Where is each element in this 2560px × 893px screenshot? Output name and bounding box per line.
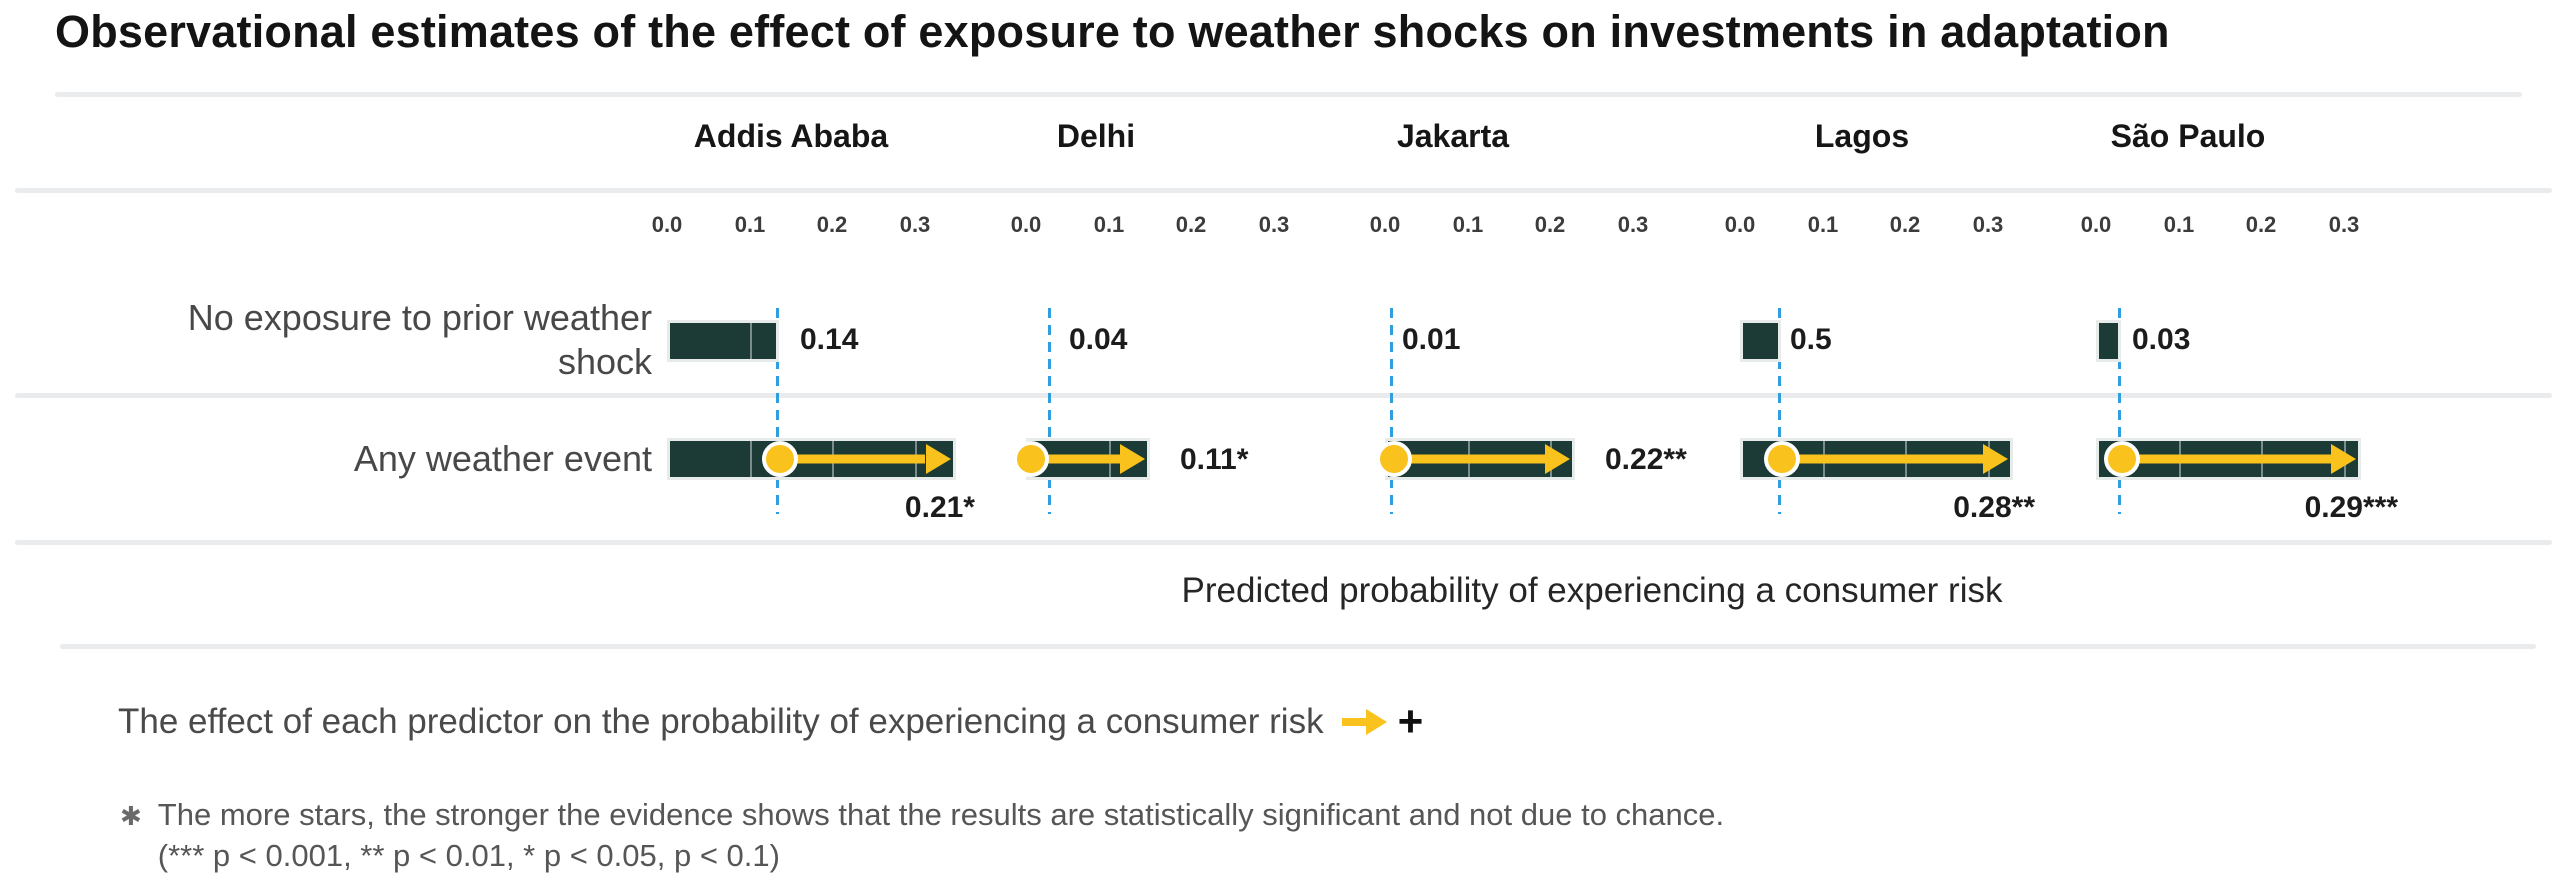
bar-any-weather-lagos bbox=[1740, 438, 2013, 480]
baseline-dot-icon bbox=[1376, 441, 1412, 477]
row-label-no-exposure-line1: No exposure to prior weather bbox=[187, 297, 652, 338]
bar-no-exposure-addis bbox=[667, 320, 779, 362]
x-tick: 0.1 bbox=[1093, 212, 1125, 237]
footnote-text: The more stars, the stronger the evidenc… bbox=[158, 794, 1724, 876]
x-tick: 0.1 bbox=[1807, 212, 1839, 237]
x-tick: 0.3 bbox=[1617, 212, 1649, 237]
x-tick: 0.0 bbox=[1010, 212, 1042, 237]
bar-gridline bbox=[750, 441, 752, 477]
x-tick: 0.3 bbox=[1972, 212, 2004, 237]
bar-no-exposure-lagos bbox=[1740, 320, 1781, 362]
bar-gridline bbox=[750, 323, 752, 359]
column-header-jakarta: Jakarta bbox=[1396, 118, 1510, 154]
footnote-line1: The more stars, the stronger the evidenc… bbox=[157, 797, 1725, 832]
effect-arrow-head-icon bbox=[926, 444, 951, 474]
row-label-no-exposure: No exposure to prior weather shock bbox=[100, 296, 652, 384]
row-label-any-weather-event: Any weather event bbox=[353, 438, 652, 479]
value-no-exposure-addis: 0.14 bbox=[800, 323, 859, 356]
effect-arrow-shaft bbox=[1031, 454, 1123, 464]
footnote-line2: (*** p < 0.001, ** p < 0.01, * p < 0.05,… bbox=[157, 838, 780, 873]
divider-under-rows bbox=[15, 540, 2552, 545]
row-label-no-exposure-line2: shock bbox=[557, 341, 652, 382]
legend-text: The effect of each predictor on the prob… bbox=[118, 702, 1324, 741]
x-tick: 0.2 bbox=[1534, 212, 1566, 237]
value-any-weather-sao-paulo: 0.29*** bbox=[2304, 491, 2398, 524]
chart-title: Observational estimates of the effect of… bbox=[55, 6, 2170, 57]
plus-icon: + bbox=[1397, 697, 1424, 746]
column-header-delhi: Delhi bbox=[1056, 118, 1136, 154]
effect-arrow-head-icon bbox=[1120, 444, 1145, 474]
divider-under-axis-label bbox=[60, 644, 2536, 649]
baseline-dashed-line-jakarta bbox=[1390, 308, 1393, 514]
bar-any-weather-jakarta bbox=[1376, 438, 1575, 480]
value-no-exposure-lagos: 0.5 bbox=[1790, 323, 1832, 356]
value-no-exposure-jakarta: 0.01 bbox=[1402, 323, 1461, 356]
column-header-lagos: Lagos bbox=[1814, 118, 1910, 154]
x-tick: 0.2 bbox=[816, 212, 848, 237]
legend: The effect of each predictor on the prob… bbox=[118, 700, 1423, 744]
x-tick: 0.2 bbox=[1889, 212, 1921, 237]
x-tick: 0.0 bbox=[1369, 212, 1401, 237]
divider-between-rows bbox=[15, 393, 2552, 398]
baseline-dot-icon bbox=[762, 441, 798, 477]
x-tick: 0.2 bbox=[2245, 212, 2277, 237]
effect-arrow-shaft bbox=[1394, 454, 1548, 464]
effect-arrow-shaft bbox=[1782, 454, 1984, 464]
asterisk-bullet-icon: ✱ bbox=[120, 801, 142, 831]
value-any-weather-lagos: 0.28** bbox=[1953, 491, 2035, 524]
x-tick: 0.3 bbox=[2328, 212, 2360, 237]
value-no-exposure-sao-paulo: 0.03 bbox=[2132, 323, 2191, 356]
column-header-sao-paulo: São Paulo bbox=[2110, 118, 2266, 154]
effect-arrow-head-icon bbox=[1983, 444, 2008, 474]
baseline-dot-icon bbox=[1013, 441, 1049, 477]
divider-under-headers bbox=[15, 188, 2552, 193]
x-tick: 0.0 bbox=[651, 212, 683, 237]
x-tick: 0.0 bbox=[2080, 212, 2112, 237]
bar-any-weather-sao-paulo bbox=[2096, 438, 2361, 480]
baseline-dot-icon bbox=[2104, 441, 2140, 477]
x-tick: 0.1 bbox=[734, 212, 766, 237]
effect-arrow-head-icon bbox=[2331, 444, 2356, 474]
x-tick: 0.0 bbox=[1724, 212, 1756, 237]
footnote: ✱ The more stars, the stronger the evide… bbox=[120, 794, 1724, 876]
baseline-dashed-line-lagos bbox=[1778, 308, 1781, 514]
x-tick: 0.3 bbox=[1258, 212, 1290, 237]
value-any-weather-addis: 0.21* bbox=[904, 491, 975, 524]
value-any-weather-delhi: 0.11* bbox=[1180, 443, 1249, 476]
yellow-right-arrow-icon bbox=[1341, 709, 1387, 735]
x-tick: 0.1 bbox=[1452, 212, 1484, 237]
column-header-addis-ababa: Addis Ababa bbox=[693, 118, 889, 154]
baseline-dashed-line-addis bbox=[776, 308, 779, 514]
value-no-exposure-delhi: 0.04 bbox=[1069, 323, 1128, 356]
x-axis-label: Predicted probability of experiencing a … bbox=[1181, 571, 2003, 610]
bar-any-weather-delhi bbox=[1013, 438, 1150, 480]
x-tick: 0.2 bbox=[1175, 212, 1207, 237]
effect-arrow-shaft bbox=[780, 454, 925, 464]
x-tick: 0.1 bbox=[2163, 212, 2195, 237]
effect-arrow-shaft bbox=[2122, 454, 2332, 464]
baseline-dashed-line-delhi bbox=[1048, 308, 1051, 514]
divider-under-title bbox=[55, 92, 2522, 97]
effect-arrow-head-icon bbox=[1545, 444, 1570, 474]
baseline-dashed-line-sao-paulo bbox=[2118, 308, 2121, 514]
value-any-weather-jakarta: 0.22** bbox=[1605, 443, 1687, 476]
x-tick: 0.3 bbox=[899, 212, 931, 237]
bar-any-weather-addis bbox=[667, 438, 956, 480]
baseline-dot-icon bbox=[1764, 441, 1800, 477]
bar-no-exposure-sao-paulo bbox=[2096, 320, 2121, 362]
